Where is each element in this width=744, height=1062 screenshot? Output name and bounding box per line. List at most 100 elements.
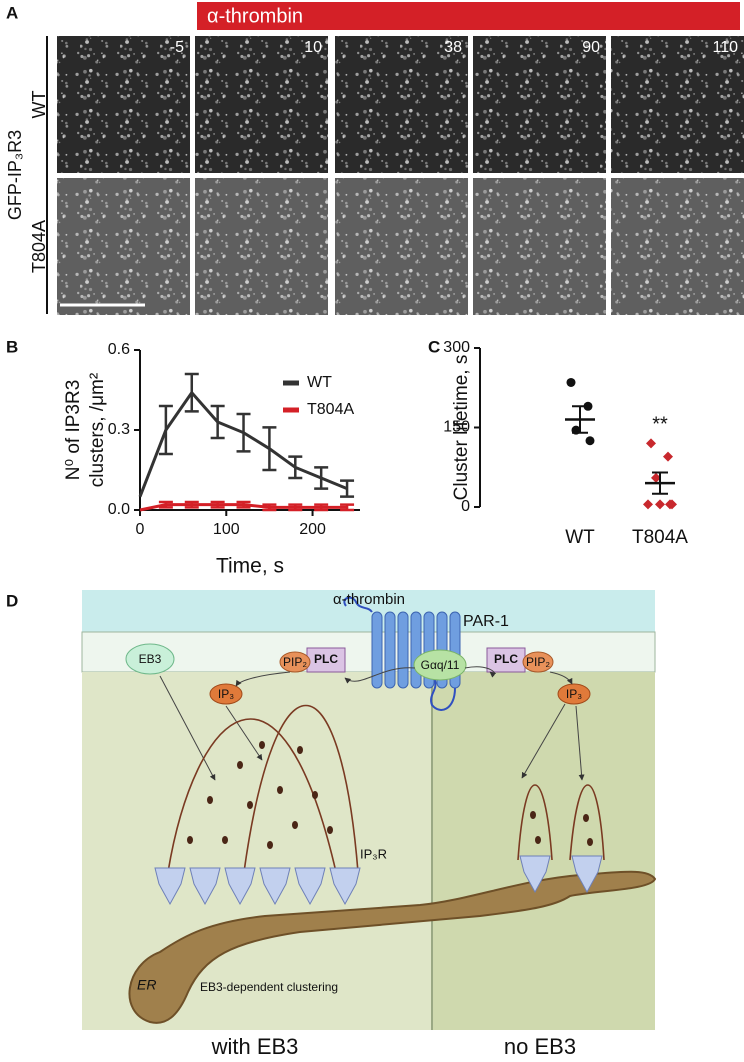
eb3 — [125, 643, 175, 675]
error-bar — [288, 455, 303, 480]
error-bar — [314, 503, 329, 512]
sem-bar — [572, 405, 588, 434]
micrograph — [611, 178, 744, 315]
data-point — [655, 499, 665, 510]
y-axis-label: N⁰ of IP3R3 — [63, 380, 84, 481]
micrograph — [335, 178, 468, 315]
clustering-label: EB3-dependent clustering — [200, 980, 338, 994]
y-tick-label: 0.3 — [108, 421, 130, 438]
plc-label: PLC — [494, 652, 518, 666]
micrograph — [473, 36, 606, 173]
error-bar — [262, 426, 277, 472]
panel-label: D — [6, 591, 18, 610]
time-label: 90 — [582, 39, 600, 56]
data-point — [651, 472, 661, 483]
row-label: T804A — [29, 220, 49, 273]
time-label: -5 — [170, 39, 184, 56]
error-bar — [236, 500, 251, 509]
pip2-label: PIP₂ — [526, 655, 550, 669]
error-bar — [184, 372, 199, 413]
y-axis-label: Cluster lifetime, s — [451, 355, 472, 501]
error-bar — [210, 404, 225, 440]
panel-label: B — [6, 337, 18, 356]
error-bar — [210, 500, 225, 509]
caption: with EB3 — [211, 1034, 299, 1059]
y-tick-label: 0 — [461, 498, 470, 515]
ip3-label: IP₃ — [218, 687, 234, 701]
g-protein-label: Gαq/11 — [421, 658, 460, 672]
error-bar — [262, 503, 277, 512]
channel-label: IP₃R — [360, 846, 387, 861]
ip3 — [209, 683, 243, 705]
receptor-tail — [430, 679, 456, 711]
error-bar — [236, 412, 251, 453]
eb3-label: EB3 — [139, 652, 162, 666]
ip3-label: IP₃ — [566, 687, 582, 701]
receptor-tail — [343, 596, 373, 613]
cytosol-right — [432, 672, 655, 1030]
time-label: 110 — [712, 39, 738, 56]
data-point — [646, 438, 656, 449]
y-tick-label: 0.0 — [108, 501, 130, 518]
er — [128, 870, 657, 1024]
construct-label: GFP-IP₃R3 — [5, 130, 25, 220]
micrograph — [57, 178, 190, 315]
er-label: ER — [137, 977, 156, 993]
ligand-label: α-thrombin — [333, 591, 405, 608]
micrograph — [611, 36, 744, 173]
x-tick-label: 100 — [213, 521, 240, 538]
arrows — [159, 666, 585, 781]
legend-label: WT — [307, 374, 332, 391]
sem-bar — [652, 471, 668, 495]
data-point — [585, 436, 595, 446]
row-label: WT — [29, 91, 49, 119]
error-bar — [184, 500, 199, 509]
data-point — [566, 377, 576, 387]
micrograph — [473, 178, 606, 315]
x-tick-label: WT — [565, 527, 595, 548]
treatment-label: α-thrombin — [207, 5, 303, 27]
release-arches — [167, 705, 605, 873]
data-point — [643, 499, 653, 510]
membrane — [81, 631, 656, 673]
y-axis-label: clusters, /μm² — [87, 373, 108, 487]
receptor-label: PAR-1 — [463, 613, 509, 630]
data-point — [663, 451, 673, 462]
time-label: 10 — [304, 39, 322, 56]
x-tick-label: T804A — [632, 527, 688, 548]
error-bar — [158, 500, 173, 509]
x-tick-label: 0 — [136, 521, 145, 538]
panel-label: C — [428, 337, 440, 356]
micrograph — [195, 36, 328, 173]
plc — [486, 647, 526, 673]
caption: no EB3 — [504, 1034, 576, 1059]
error-bar — [158, 404, 173, 456]
x-axis-label: Time, s — [216, 555, 284, 578]
treatment-bar — [197, 2, 740, 30]
error-bar — [314, 466, 329, 490]
micrograph — [335, 36, 468, 173]
pip2 — [522, 651, 554, 673]
legend-label: T804A — [307, 401, 354, 418]
micrograph — [195, 178, 328, 315]
y-tick-label: 300 — [443, 339, 470, 356]
error-bar — [340, 503, 355, 512]
time-label: 38 — [444, 39, 462, 56]
significance: ** — [652, 414, 668, 436]
pip2 — [279, 651, 311, 673]
y-tick-label: 0.6 — [108, 341, 130, 358]
pip2-label: PIP₂ — [283, 655, 307, 669]
extracellular — [82, 590, 655, 632]
plc — [306, 647, 346, 673]
x-tick-label: 200 — [299, 521, 326, 538]
panel-a: α-thrombin GFP-IP₃R3 WT -5 10 38 90 110 T804A — [5, 2, 744, 315]
plc-label: PLC — [314, 652, 338, 666]
panel-d: α-thrombin PAR-1 Gαq/11 PLC PIP₂ PLC PIP… — [81, 590, 657, 1059]
y-tick-label: 150 — [443, 419, 470, 436]
data-point — [667, 499, 677, 510]
micrograph — [57, 36, 190, 173]
panel-label: A — [6, 3, 18, 22]
channels — [154, 855, 603, 906]
error-bar — [340, 479, 355, 498]
